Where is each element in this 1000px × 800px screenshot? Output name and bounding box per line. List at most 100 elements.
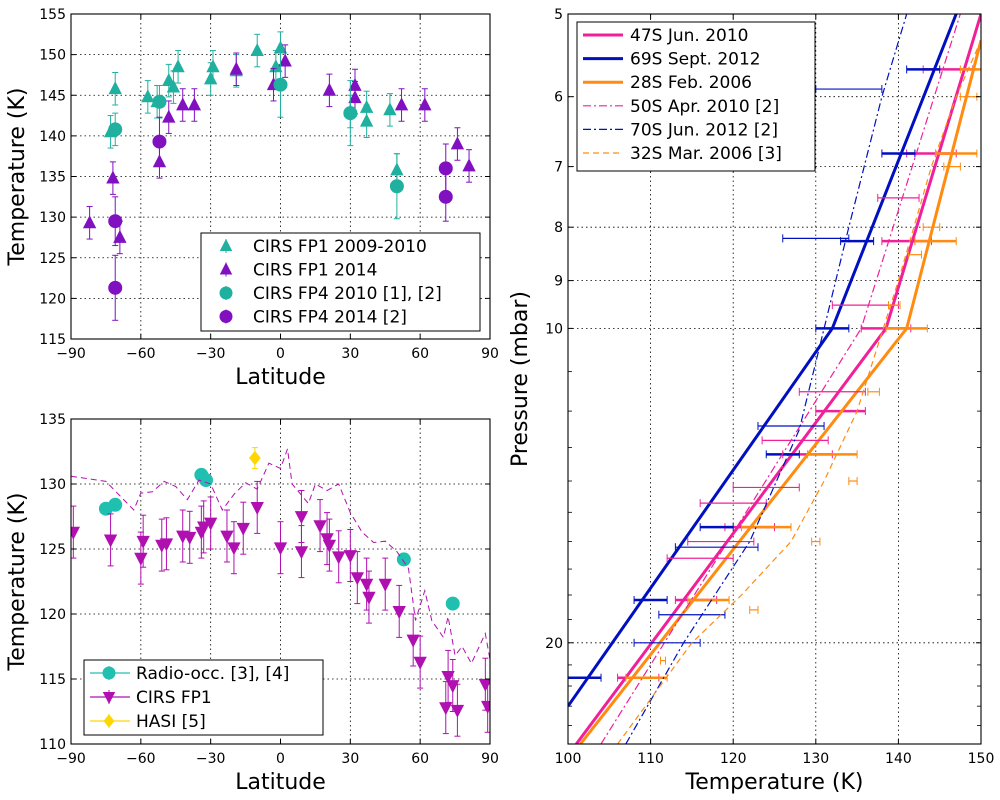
legend-label: HASI [5]	[136, 712, 206, 732]
y-tick-label: 8	[554, 220, 563, 236]
data-point	[141, 89, 155, 103]
x-tick-label: 100	[555, 751, 582, 767]
x-tick-label: 60	[411, 346, 429, 362]
data-point	[389, 179, 404, 194]
x-tick-label: 130	[802, 751, 829, 767]
series-line	[625, 14, 908, 744]
y-tick-label: 6	[554, 90, 563, 106]
legend-marker	[102, 666, 116, 680]
legend-item: 50S Apr. 2010 [2]	[583, 97, 779, 117]
series-line	[617, 40, 981, 744]
data-point	[249, 450, 261, 466]
data-point	[332, 551, 346, 565]
legend-label: 70S Jun. 2012 [2]	[630, 120, 778, 140]
y-axis-label: Pressure (mbar)	[508, 291, 533, 467]
legend-label: CIRS FP1 2009-2010	[253, 237, 427, 257]
data-point	[294, 546, 309, 560]
data-point	[462, 158, 476, 172]
x-tick-label: −60	[126, 751, 156, 767]
y-tick-label: 125	[39, 251, 66, 267]
data-point	[250, 42, 264, 56]
data-point	[313, 520, 327, 534]
legend-item: 47S Jun. 2010	[583, 26, 748, 46]
y-tick-label: 145	[39, 88, 66, 104]
legend-marker	[219, 286, 233, 300]
data-point	[446, 680, 460, 694]
series-line	[71, 448, 490, 665]
data-layer	[71, 447, 490, 737]
y-tick-label: 120	[39, 607, 66, 623]
data-point	[362, 591, 376, 605]
series-3	[249, 447, 261, 469]
legend-item: CIRS FP4 2010 [1], [2]	[219, 284, 442, 304]
data-point	[359, 578, 374, 592]
legend-label: CIRS FP1	[136, 688, 212, 708]
data-point	[250, 502, 264, 515]
y-tick-label: 140	[39, 129, 66, 145]
series-3	[108, 51, 404, 220]
legend-marker	[219, 310, 233, 323]
series-1	[103, 31, 404, 187]
legend-label: 69S Sept. 2012	[630, 50, 761, 70]
series-2	[568, 14, 958, 708]
data-point	[273, 77, 288, 92]
data-point	[162, 73, 176, 86]
data-point	[71, 526, 80, 540]
data-point	[418, 97, 432, 111]
data-point	[273, 542, 288, 556]
legend-marker	[103, 714, 115, 728]
chart-panel-3: 100 110 120 130 140 150 5 6 7 8 9 10 20 Temperature (…	[508, 7, 994, 795]
data-point	[203, 517, 218, 531]
legend-marker	[102, 692, 116, 705]
data-point	[108, 122, 123, 137]
y-tick-label: 20	[545, 636, 563, 652]
legend-item: Radio-occ. [3], [4]	[90, 664, 289, 684]
x-tick-label: −30	[196, 751, 226, 767]
data-point	[229, 61, 243, 75]
legend-marker	[219, 238, 233, 251]
data-point	[236, 522, 250, 536]
data-point	[227, 542, 241, 556]
chart-panel-1: −90 −60 −30 0 30 60 90 115 120 125 130 135 140 145 150…	[5, 7, 499, 390]
data-point	[108, 497, 123, 512]
legend-label: CIRS FP1 2014	[253, 261, 377, 281]
data-point	[348, 90, 362, 104]
data-point	[183, 531, 197, 545]
legend-label: 50S Apr. 2010 [2]	[630, 97, 779, 117]
series-4	[71, 448, 490, 665]
x-tick-label: −90	[56, 346, 86, 362]
legend-box	[576, 21, 816, 172]
y-tick-label: 135	[39, 170, 66, 186]
data-point	[273, 40, 288, 54]
y-tick-label: 115	[39, 332, 66, 348]
y-tick-label: 150	[39, 48, 66, 64]
data-point	[159, 538, 174, 552]
y-tick-label: 130	[39, 477, 66, 493]
plot-frame	[567, 13, 982, 745]
data-point	[152, 94, 167, 109]
x-tick-label: 120	[720, 751, 747, 767]
data-point	[406, 634, 420, 648]
series-line	[600, 14, 961, 744]
legend: CIRS FP1 2009-2010 CIRS FP1 2014 CIRS FP4 …	[200, 232, 481, 332]
x-tick-label: 110	[637, 751, 664, 767]
data-point	[450, 136, 465, 150]
data-point	[343, 106, 358, 121]
data-point	[343, 550, 358, 564]
data-point	[134, 552, 148, 566]
data-point	[187, 97, 202, 111]
x-axis-label: Temperature (K)	[685, 770, 864, 795]
data-point	[203, 71, 218, 85]
legend-box	[200, 232, 481, 332]
data-point	[152, 134, 167, 149]
x-tick-label: −90	[56, 751, 86, 767]
y-tick-label: 120	[39, 291, 66, 307]
legend-label: 28S Feb. 2006	[630, 73, 752, 93]
legend-label: CIRS FP4 2014 [2]	[253, 308, 407, 328]
x-tick-label: 30	[341, 346, 359, 362]
y-tick-label: 115	[39, 672, 66, 688]
y-tick-label: 155	[39, 7, 66, 23]
data-point	[108, 214, 123, 229]
data-point	[103, 534, 118, 548]
